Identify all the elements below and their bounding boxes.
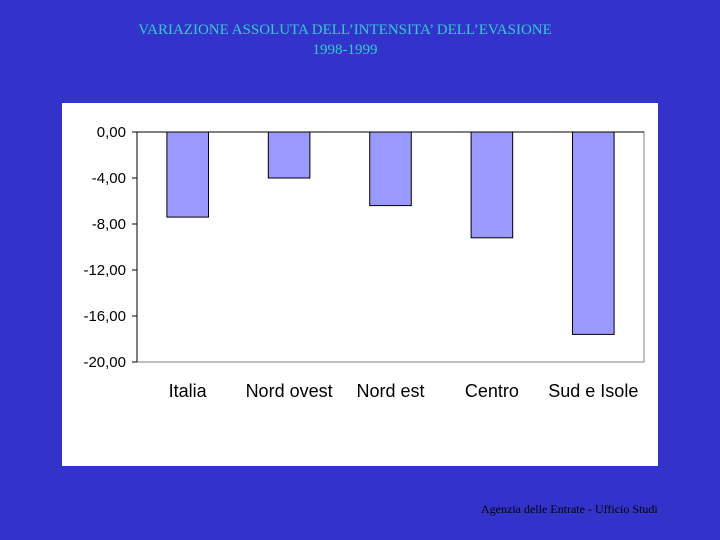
title-line-1: VARIAZIONE ASSOLUTA DELL’INTENSITA’ DELL…	[138, 22, 552, 38]
bar-nord-ovest	[267, 131, 311, 179]
x-category-label: Italia	[169, 381, 208, 401]
title-line-2: 1998-1999	[312, 42, 378, 58]
y-tick-label: -8,00	[92, 216, 126, 233]
bar-centro	[470, 131, 514, 239]
y-tick-label: 0,00	[97, 124, 126, 141]
y-tick-label: -20,00	[83, 354, 126, 371]
slide-title: VARIAZIONE ASSOLUTA DELL’INTENSITA’ DELL…	[0, 20, 690, 60]
x-category-label: Sud e Isole	[548, 381, 638, 401]
x-category-label: Nord est	[356, 381, 424, 401]
bar-sud-e-isole	[572, 131, 615, 335]
bar-nord-est	[369, 131, 412, 207]
chart-panel: 0,00 -4,00 -8,00 -12,00 -16,00 -20,00 Italia No…	[62, 103, 658, 466]
x-category-label: Nord ovest	[246, 381, 333, 401]
footer-text: Agenzia delle Entrate - Ufficio Studi	[481, 502, 658, 516]
bar-italia	[166, 131, 209, 218]
y-tick-label: -4,00	[92, 170, 126, 187]
y-tick-label: -12,00	[83, 262, 126, 279]
bar-chart: 0,00 -4,00 -8,00 -12,00 -16,00 -20,00 Italia No…	[83, 124, 645, 401]
y-tick-label: -16,00	[83, 308, 126, 325]
x-category-label: Centro	[465, 381, 519, 401]
